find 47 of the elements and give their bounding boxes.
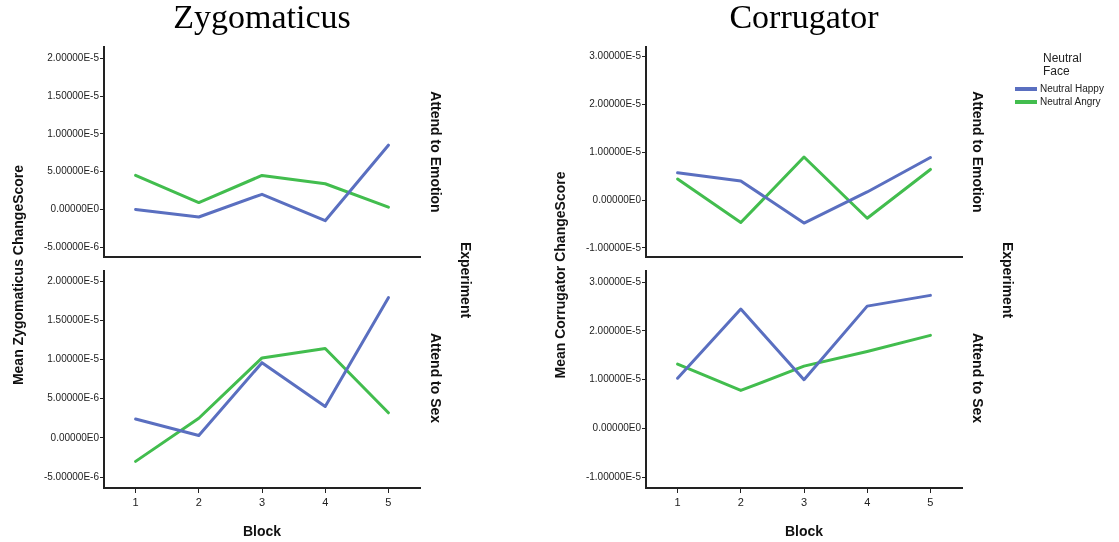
y-tick-label: 0.00000E0: [50, 431, 100, 443]
y-tick-label: -5.00000E-6: [43, 470, 100, 482]
y2-axis-title: Attend to Emotion: [970, 91, 986, 213]
y2-axis-title: Attend to Emotion: [428, 91, 444, 213]
y-tick-label: 3.00000E-5: [589, 50, 642, 62]
y-tick-label: 1.50000E-5: [47, 314, 100, 326]
x-tick-label: 5: [927, 495, 934, 508]
x-tick-label: 1: [674, 495, 681, 508]
chart-title: Corrugator: [728, 0, 880, 36]
x-tick-label: 2: [737, 495, 744, 508]
y-tick-label: -5.00000E-6: [43, 240, 100, 252]
y-tick-label: 0.00000E0: [50, 203, 100, 215]
x-axis-title: Block: [242, 523, 282, 539]
x-tick-label: 3: [800, 495, 808, 508]
y-axis-title: Mean Corrugator ChangeScore: [552, 171, 568, 379]
y-tick-label: 1.00000E-5: [47, 127, 100, 139]
y-tick-label: 0.00000E0: [592, 193, 642, 205]
y-tick-label: -1.00000E-5: [585, 241, 642, 253]
y-axis-title: Mean Zygomaticus ChangeScore: [10, 164, 26, 386]
y-tick-label: 1.00000E-5: [47, 353, 100, 365]
x-tick-label: 1: [132, 495, 139, 508]
y-tick-label: 2.00000E-5: [47, 274, 100, 286]
y-tick-label: 3.00000E-5: [589, 275, 642, 287]
y-tick-label: 1.50000E-5: [47, 89, 100, 101]
x-tick-label: 4: [864, 495, 871, 508]
y-tick-label: 1.00000E-5: [589, 373, 642, 385]
x-tick-label: 4: [322, 495, 329, 508]
legend-label: Neutral Happy: [1040, 83, 1104, 94]
x-axis-title: Block: [784, 523, 824, 539]
y-tick-label: 1.00000E-5: [589, 145, 642, 157]
x-tick-label: 2: [195, 495, 202, 508]
y-tick-label: 2.00000E-5: [589, 98, 642, 110]
y-tick-label: -1.00000E-5: [585, 471, 642, 483]
y-tick-label: 5.00000E-6: [47, 392, 100, 404]
x-tick-label: 3: [258, 495, 266, 508]
y-tick-label: 0.00000E0: [592, 422, 642, 434]
y-tick-label: 5.00000E-6: [47, 165, 100, 177]
legend-title: Neutral Face: [1043, 51, 1083, 78]
y-tick-label: 2.00000E-5: [589, 324, 642, 336]
y2-axis-title: Attend to Sex: [970, 332, 986, 424]
y2-axis-title: Attend to Sex: [428, 332, 444, 424]
x-tick-label: 5: [385, 495, 392, 508]
text: Experiment: [458, 241, 474, 319]
y-tick-label: 2.00000E-5: [47, 52, 100, 64]
legend-label: Neutral Angry: [1040, 96, 1101, 107]
text: Experiment: [1000, 241, 1016, 319]
chart-title: Zygomaticus: [172, 0, 352, 36]
